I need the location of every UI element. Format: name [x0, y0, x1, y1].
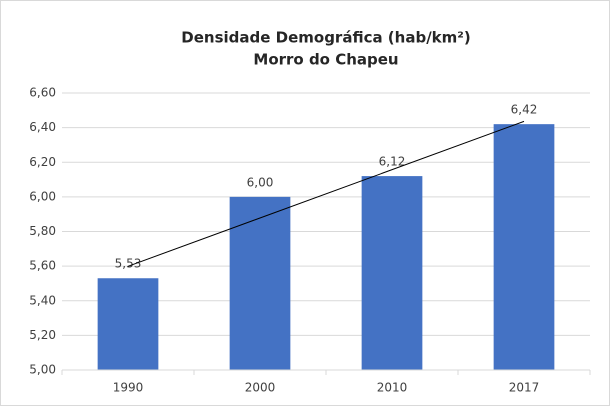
x-tick-label: 2017 — [509, 381, 540, 395]
x-tick-label: 2010 — [377, 381, 408, 395]
data-label: 6,00 — [247, 175, 274, 189]
data-label: 6,42 — [511, 103, 538, 117]
y-tick-label: 6,40 — [29, 120, 56, 134]
y-tick-label: 5,20 — [29, 328, 56, 342]
y-tick-label: 6,20 — [29, 155, 56, 169]
y-tick-label: 6,60 — [29, 86, 56, 100]
y-tick-label: 5,40 — [29, 293, 56, 307]
y-tick-label: 5,80 — [29, 224, 56, 238]
chart-subtitle: Morro do Chapeu — [253, 51, 398, 69]
bar — [229, 196, 291, 370]
y-tick-label: 5,60 — [29, 259, 56, 273]
bar — [493, 124, 555, 370]
chart-title: Densidade Demográfica (hab/km²) — [181, 29, 470, 47]
bar — [361, 176, 423, 370]
y-tick-label: 6,00 — [29, 189, 56, 203]
x-tick-label: 1990 — [113, 381, 144, 395]
data-label: 6,12 — [379, 155, 406, 169]
y-tick-label: 5,00 — [29, 363, 56, 377]
trendline — [127, 120, 525, 267]
x-tick-label: 2000 — [245, 381, 276, 395]
bar — [97, 278, 159, 370]
data-label: 5,53 — [115, 257, 142, 271]
